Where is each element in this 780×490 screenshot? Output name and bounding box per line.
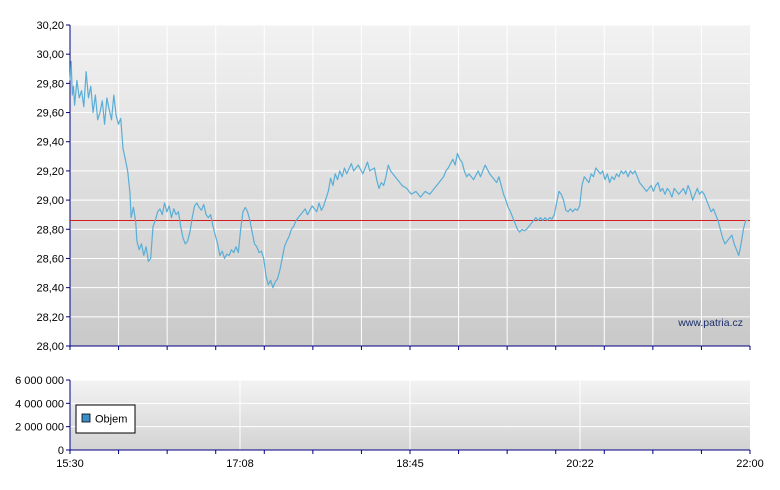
price-y-tick-label: 29,20 (36, 166, 64, 178)
volume-y-tick-label: 6 000 000 (15, 375, 64, 387)
price-y-tick-label: 28,20 (36, 312, 64, 324)
price-y-tick-label: 28,40 (36, 283, 64, 295)
time-tick-label: 15:30 (56, 458, 84, 470)
time-tick-label: 20:22 (566, 458, 594, 470)
volume-y-tick-label: 4 000 000 (15, 398, 64, 410)
volume-y-axis: 6 000 000 4 000 000 2 000 000 0 (15, 375, 71, 457)
time-tick-label: 17:08 (226, 458, 254, 470)
legend-label: Objem (95, 414, 127, 426)
time-tick-label: 22:00 (736, 458, 764, 470)
price-x-ticks (69, 346, 751, 350)
legend: Objem (75, 404, 136, 434)
volume-y-tick-label: 2 000 000 (15, 422, 64, 434)
legend-swatch (81, 413, 91, 423)
price-y-axis: 30,20 30,00 29,80 29,60 29,40 29,20 29,00 28,80… (36, 20, 71, 353)
price-panel: 30,20 30,00 29,80 29,60 29,40 29,20 29,00 28,80… (36, 20, 751, 353)
price-y-tick-label: 28,00 (36, 341, 64, 353)
price-y-tick-label: 30,00 (36, 49, 64, 61)
price-y-tick-label: 29,80 (36, 78, 64, 90)
volume-y-tick-label: 0 (58, 445, 64, 457)
price-y-tick-label: 28,60 (36, 253, 64, 265)
price-y-tick-label: 30,20 (36, 20, 64, 32)
price-y-tick-label: 29,60 (36, 108, 64, 120)
price-y-tick-label: 29,00 (36, 195, 64, 207)
price-series-line (69, 60, 748, 289)
watermark: www.patria.cz (677, 317, 743, 329)
price-y-tick-label: 29,40 (36, 137, 64, 149)
time-x-axis: 15:30 17:08 18:45 20:22 22:00 (56, 450, 764, 470)
price-grid (70, 24, 750, 347)
time-tick-label: 18:45 (396, 458, 424, 470)
price-y-tick-label: 28,80 (36, 224, 64, 236)
